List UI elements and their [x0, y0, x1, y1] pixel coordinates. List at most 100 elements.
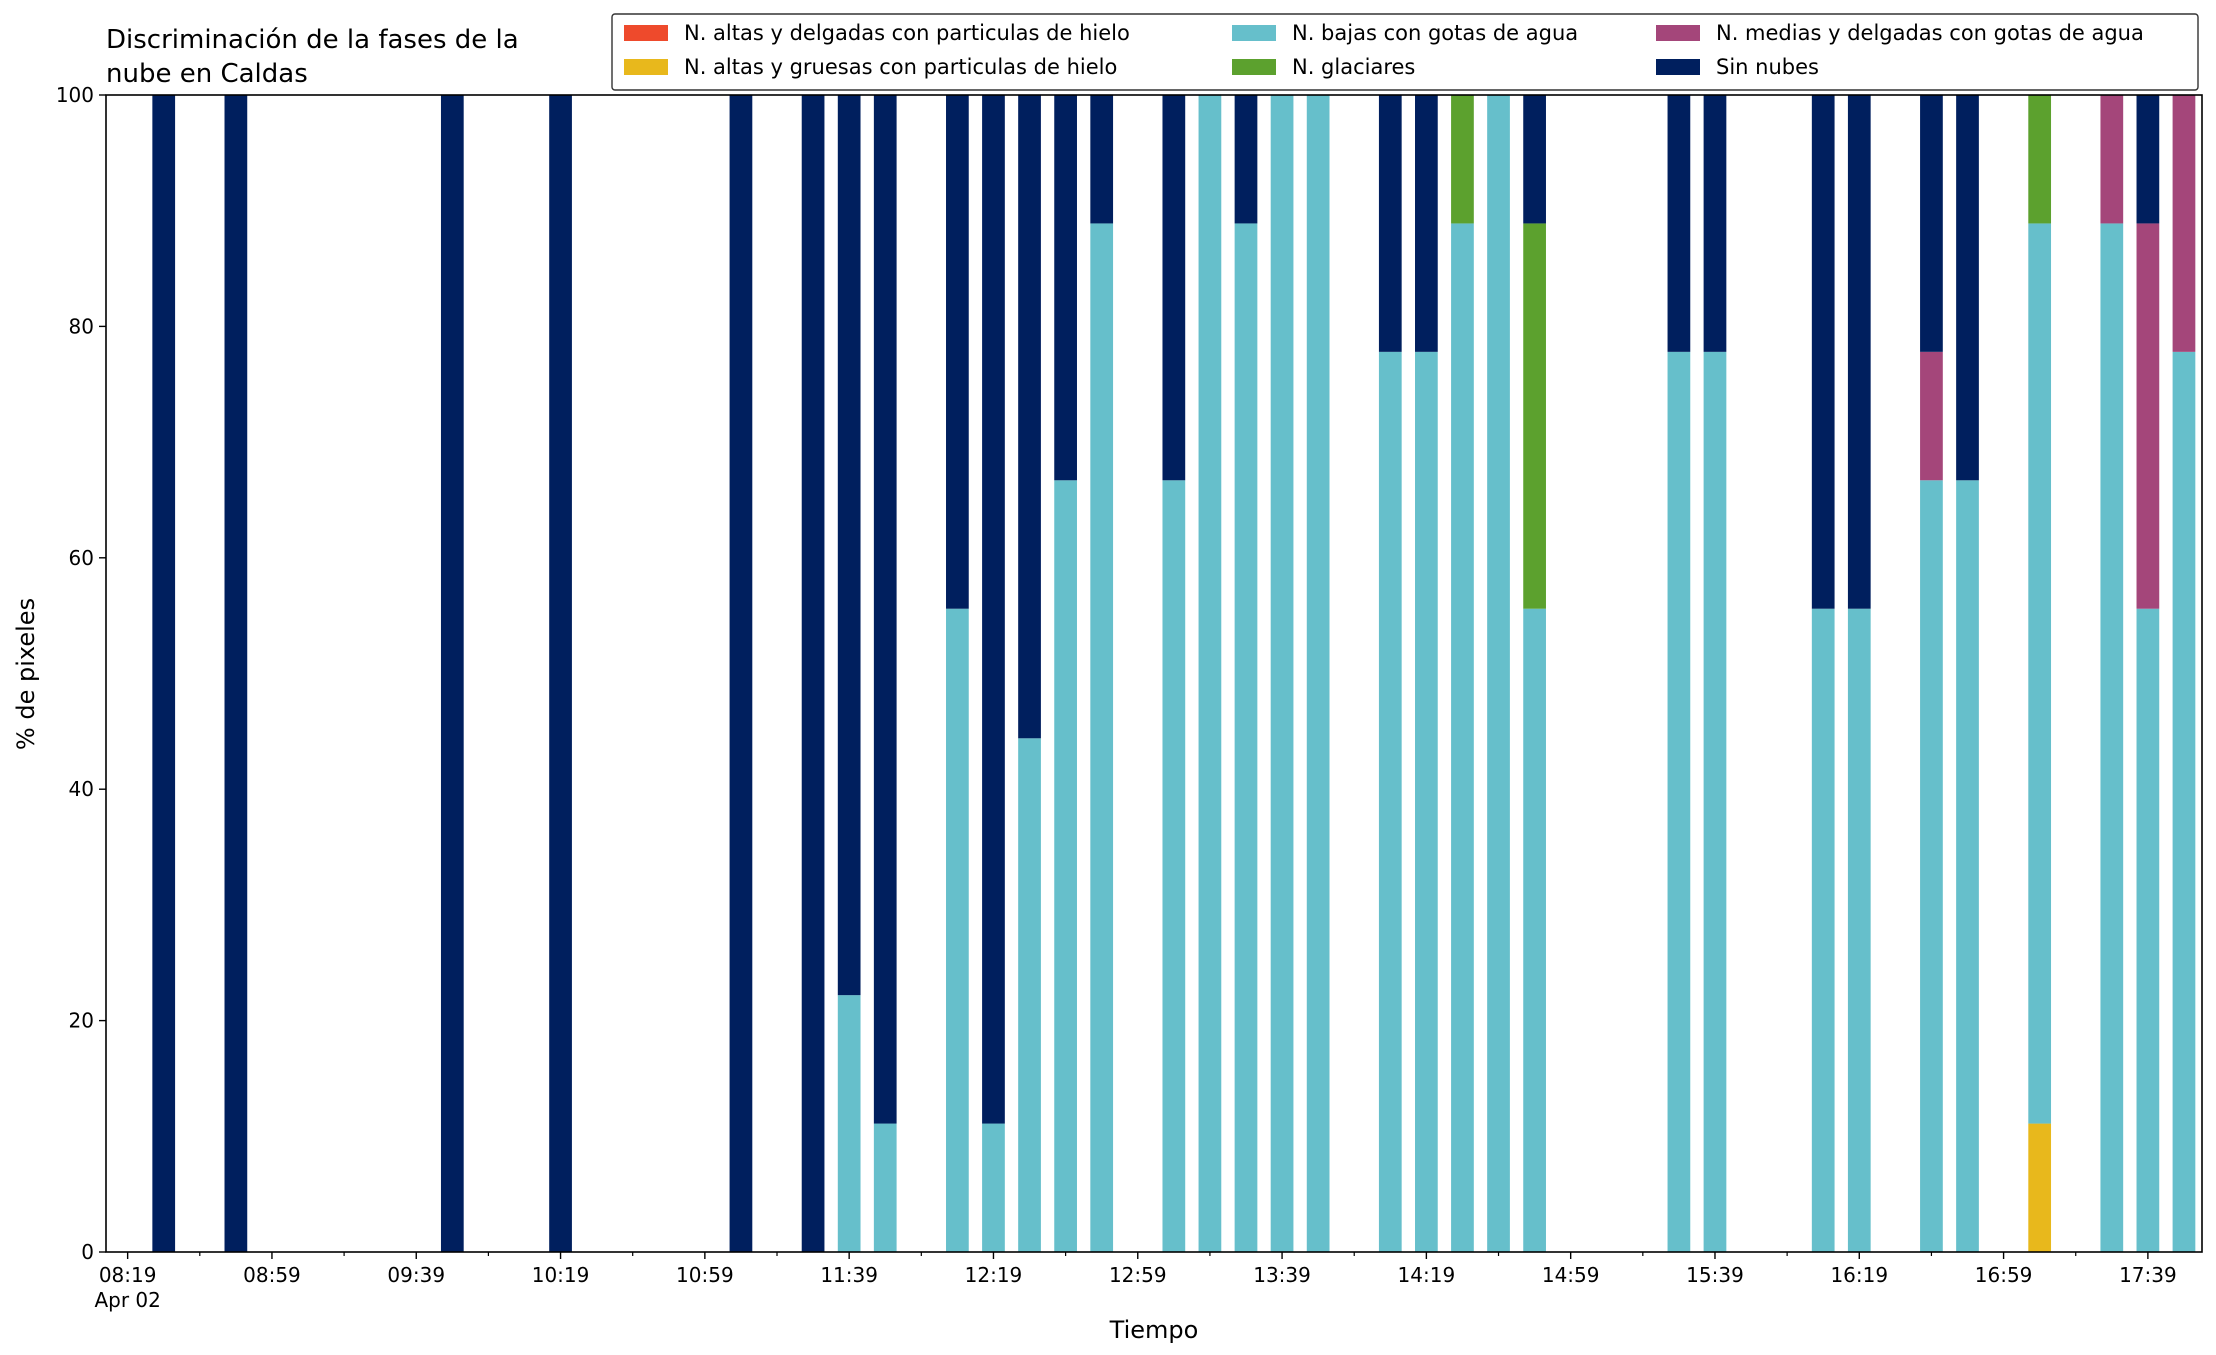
bar-segment-sin [982, 95, 1005, 1124]
bar-segment-bga [1378, 351, 1402, 1253]
x-tick-label: 11:39 [820, 1263, 878, 1287]
x-tick-label: 16:59 [1975, 1263, 2033, 1287]
bar-segment-bga [1956, 480, 1979, 1252]
y-tick-label: 40 [69, 777, 94, 801]
bar-segment-bga [1270, 95, 1294, 1252]
bar-segment-mda [1920, 351, 1943, 481]
bar-segment-sin [1378, 95, 1402, 352]
bar-segment-sin [1811, 95, 1835, 609]
y-axis: 0 20 40 60 80 100 [56, 83, 106, 1264]
x-tick-label: 17:39 [2119, 1263, 2177, 1287]
x-tick-label: 08:59 [243, 1263, 301, 1287]
bar-segment-sin [1162, 95, 1186, 481]
bar-segment-bga [2100, 223, 2124, 1253]
chart-title-line-1: Discriminación de la fases de la [106, 25, 519, 55]
bar-segment-sin [729, 95, 753, 1252]
bar-segment-gla [1523, 223, 1546, 609]
bar-segment-bga [1415, 351, 1438, 1253]
legend-box [611, 13, 2199, 91]
legend-label-bga: N. bajas con gotas de agua [1292, 21, 1578, 45]
y-tick-label: 100 [56, 83, 94, 107]
bar-segment-sin [873, 95, 897, 1124]
bar-segment-mda [2100, 95, 2124, 224]
legend-swatch-bga [1232, 25, 1276, 41]
y-tick-label: 20 [69, 1009, 94, 1033]
bar-segment-sin [1054, 95, 1077, 481]
bars [152, 95, 2196, 1253]
bar-segment-bga [1667, 351, 1691, 1253]
plot-frame [105, 94, 2203, 1253]
bar-segment-bga [1162, 480, 1186, 1252]
legend-swatch-agi [624, 59, 668, 75]
bar-segment-bga [1847, 608, 1871, 1252]
bar-segment-sin [801, 95, 825, 1252]
bar-segment-sin [837, 95, 861, 996]
bar-segment-bga [1090, 223, 1114, 1253]
legend: N. altas y delgadas con particulas de hi… [611, 13, 2199, 91]
bar-segment-gla [2028, 95, 2052, 224]
bar-segment-sin [1667, 95, 1691, 352]
bar-segment-sin [440, 95, 464, 1252]
bar-segment-bga [1703, 351, 1727, 1253]
bar-segment-bga [982, 1123, 1005, 1252]
bar-segment-bga [1198, 95, 1222, 1252]
bar-segment-sin [1847, 95, 1871, 609]
y-axis-label: % de pixeles [12, 598, 40, 750]
bar-segment-sin [1234, 95, 1258, 224]
x-tick-label: 13:39 [1253, 1263, 1311, 1287]
legend-label-ahi: N. altas y delgadas con particulas de hi… [684, 21, 1130, 45]
bar-segment-bga [1451, 223, 1474, 1253]
x-tick-label: 15:39 [1686, 1263, 1744, 1287]
bar-segment-bga [1018, 738, 1041, 1252]
bar-segment-bga [873, 1123, 897, 1252]
bar-segment-mda [2172, 95, 2196, 352]
bar-segment-gla [1451, 95, 1474, 224]
bar-segment-sin [1703, 95, 1727, 352]
x-tick-label: 14:19 [1398, 1263, 1456, 1287]
bar-segment-bga [1811, 608, 1835, 1252]
x-axis-label: Tiempo [1109, 1316, 1199, 1344]
y-tick-label: 60 [69, 546, 94, 570]
bar-segment-sin [1920, 95, 1943, 352]
x-tick-label: 12:19 [965, 1263, 1023, 1287]
bar-segment-sin [1415, 95, 1438, 352]
bar-segment-bga [946, 608, 969, 1252]
bar-segment-bga [837, 995, 861, 1252]
x-tick-label: 12:59 [1109, 1263, 1167, 1287]
x-tick-label: 16:19 [1830, 1263, 1888, 1287]
bar-segment-agi [2028, 1123, 2052, 1252]
y-tick-label: 80 [69, 314, 94, 338]
x-tick-label: 08:19 [99, 1263, 157, 1287]
bar-segment-bga [2172, 351, 2196, 1253]
x-tick-label: 10:59 [676, 1263, 734, 1287]
bar-segment-sin [1090, 95, 1114, 224]
legend-swatch-sin [1656, 59, 1700, 75]
bar-segment-mda [2136, 223, 2160, 609]
x-tick-label: 10:19 [532, 1263, 590, 1287]
bar-segment-sin [1523, 95, 1546, 224]
legend-swatch-ahi [624, 25, 668, 41]
bar-segment-bga [2028, 223, 2052, 1124]
x-tick-sublabel: Apr 02 [94, 1288, 160, 1312]
bar-segment-sin [549, 95, 572, 1252]
bar-segment-bga [1306, 95, 1330, 1252]
legend-swatch-gla [1232, 59, 1276, 75]
y-tick-label: 0 [81, 1240, 94, 1264]
chart-title-line-2: nube en Caldas [106, 59, 308, 89]
legend-label-mda: N. medias y delgadas con gotas de agua [1716, 21, 2144, 45]
bar-segment-bga [1234, 223, 1258, 1253]
bar-segment-bga [1487, 95, 1510, 1252]
bar-segment-bga [1054, 480, 1077, 1252]
bar-segment-bga [1523, 608, 1546, 1252]
bar-segment-sin [1018, 95, 1041, 739]
legend-label-sin: Sin nubes [1716, 55, 1819, 79]
legend-label-agi: N. altas y gruesas con particulas de hie… [684, 55, 1117, 79]
bar-segment-sin [152, 95, 176, 1252]
x-tick-label: 09:39 [387, 1263, 445, 1287]
legend-label-gla: N. glaciares [1292, 55, 1415, 79]
bar-segment-sin [1956, 95, 1979, 481]
bar-segment-bga [2136, 608, 2160, 1252]
bar-segment-bga [1920, 480, 1943, 1252]
